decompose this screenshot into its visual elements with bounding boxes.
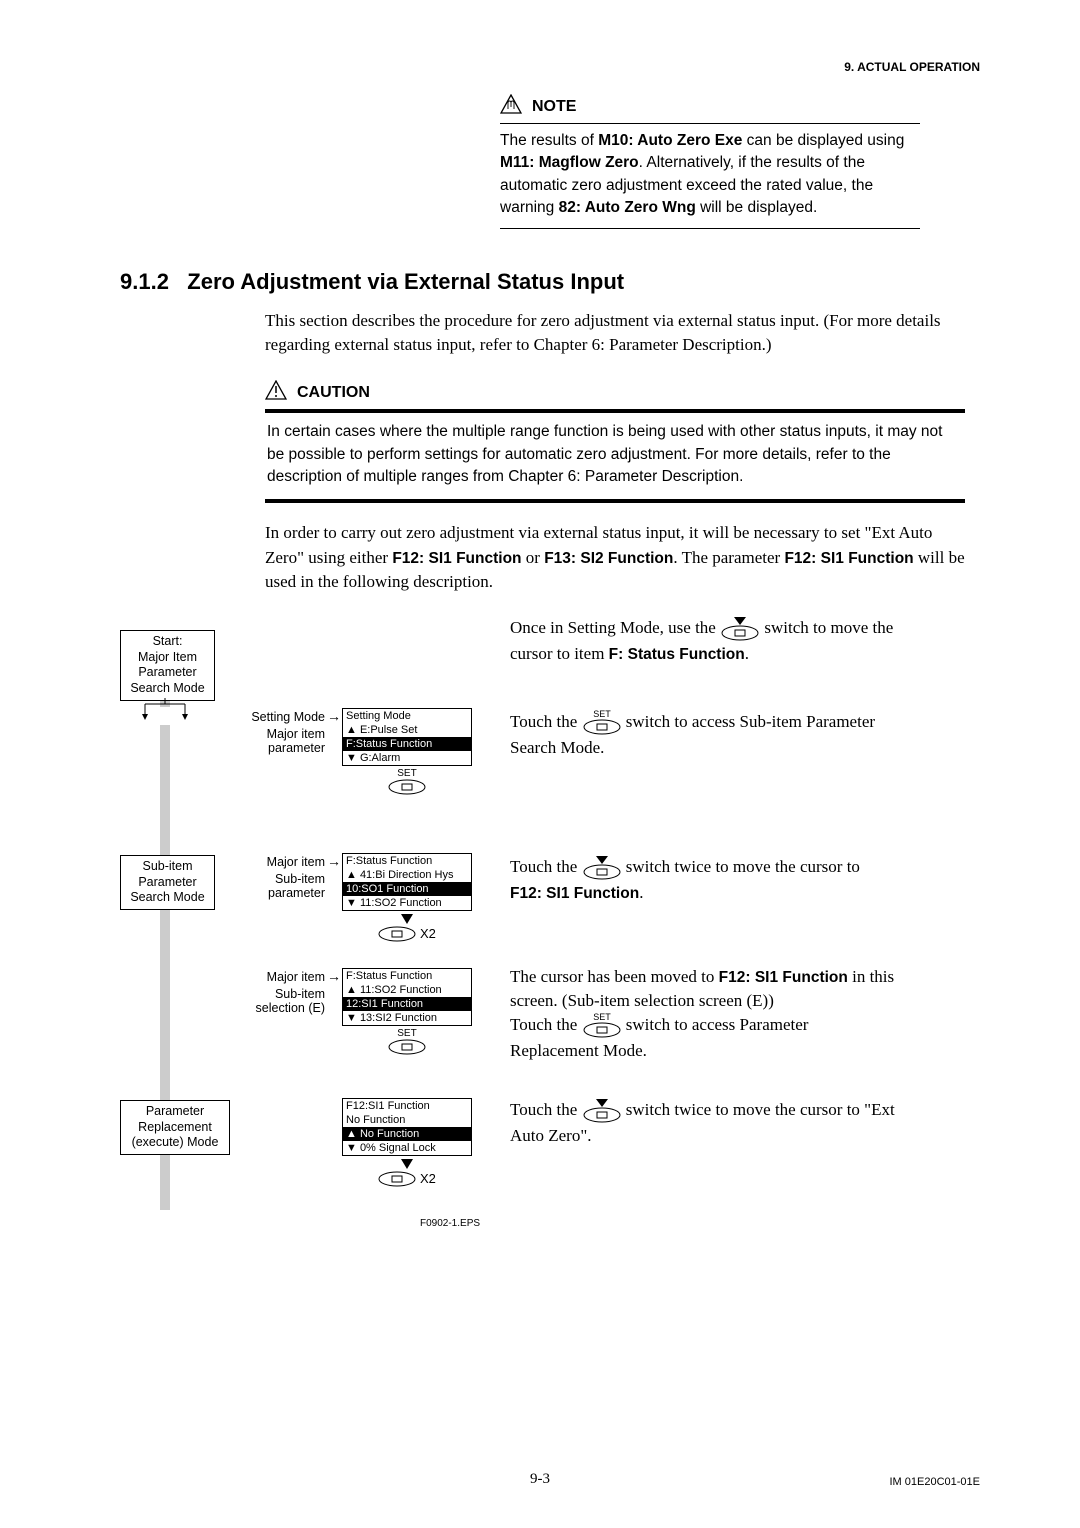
subitem-box: Sub-item Parameter Search Mode <box>120 855 215 910</box>
switch-icon <box>388 779 426 795</box>
step-2: Touch the SET switch to access Sub-item … <box>510 710 895 760</box>
caution-body: In certain cases where the multiple rang… <box>265 413 965 498</box>
instruction-text: In order to carry out zero adjustment vi… <box>265 521 970 595</box>
set-label-a: SET <box>385 768 429 779</box>
step-4: The cursor has been moved to F12: SI1 Fu… <box>510 965 895 1062</box>
label-major-item-b: Major item <box>230 855 325 869</box>
label-sub-sel: Sub-item selection (E) <box>230 987 325 1015</box>
label-major-item-c: Major item <box>230 970 325 984</box>
lcd-b: F:Status Function ▲ 41:Bi Direction Hys … <box>342 853 472 911</box>
down-arrow-icon <box>400 913 414 925</box>
down-arrow-icon <box>400 1158 414 1170</box>
switch-icon <box>388 1039 426 1055</box>
lcd-a: Setting Mode ▲ E:Pulse Set F:Status Func… <box>342 708 472 766</box>
svg-text:SET: SET <box>593 1013 611 1022</box>
switch-icon <box>378 1171 416 1187</box>
step-1: Once in Setting Mode, use the switch to … <box>510 616 895 666</box>
section-heading: 9.1.2 Zero Adjustment via External Statu… <box>120 269 980 295</box>
section-intro: This section describes the procedure for… <box>265 309 970 357</box>
start-box: Start: Major Item Parameter Search Mode <box>120 630 215 701</box>
doc-number: IM 01E20C01-01E <box>890 1476 981 1488</box>
switch-icon <box>378 926 416 942</box>
x2-b: X2 <box>420 926 436 941</box>
note-title: NOTE <box>532 98 576 116</box>
lcd-c: F:Status Function ▲ 11:SO2 Function 12:S… <box>342 968 472 1026</box>
step-5: Touch the switch twice to move the curso… <box>510 1098 895 1148</box>
hand-icon <box>500 94 522 119</box>
x2-d: X2 <box>420 1171 436 1186</box>
caution-block: CAUTION In certain cases where the multi… <box>265 380 965 502</box>
flowchart: Start: Major Item Parameter Search Mode … <box>120 610 990 1310</box>
step-3: Touch the switch twice to move the curso… <box>510 855 895 905</box>
set-label-c: SET <box>385 1028 429 1039</box>
label-major-param: Major item parameter <box>220 727 325 755</box>
svg-text:SET: SET <box>593 710 611 719</box>
caution-title: CAUTION <box>297 384 370 402</box>
label-sub-param: Sub-item parameter <box>230 872 325 900</box>
chapter-header: 9. ACTUAL OPERATION <box>120 60 980 74</box>
param-replace-box: Parameter Replacement (execute) Mode <box>120 1100 230 1155</box>
lcd-d: F12:SI1 Function No Function ▲ No Functi… <box>342 1098 472 1156</box>
label-setting-mode: Setting Mode <box>220 710 325 724</box>
note-body: The results of M10: Auto Zero Exe can be… <box>500 124 920 226</box>
eps-label: F0902-1.EPS <box>420 1218 480 1229</box>
warning-icon <box>265 380 287 405</box>
note-block: NOTE The results of M10: Auto Zero Exe c… <box>500 94 920 229</box>
